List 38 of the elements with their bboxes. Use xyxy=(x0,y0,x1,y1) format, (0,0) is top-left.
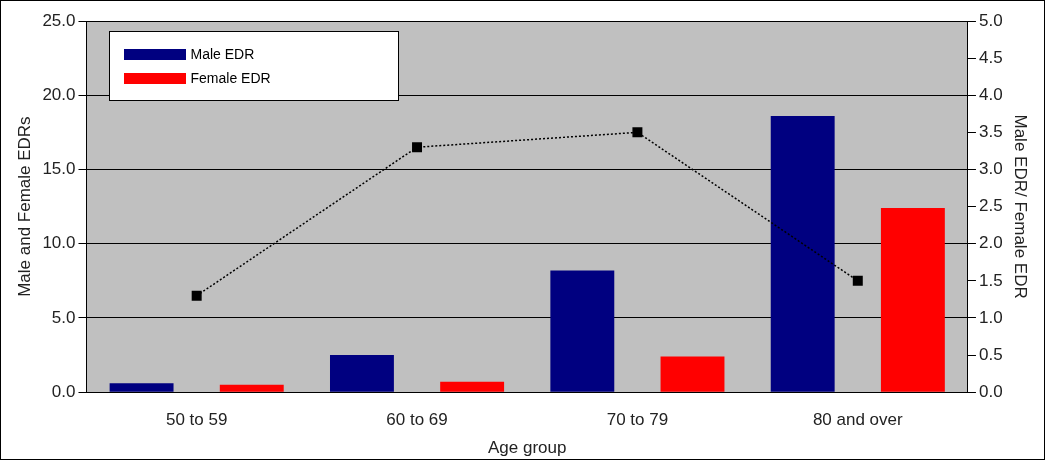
y2-tick-label: 0.5 xyxy=(978,344,1003,364)
x-tick-label: 70 to 79 xyxy=(606,410,669,430)
point xyxy=(632,127,643,138)
y2-tick-label: 2.0 xyxy=(978,233,1003,253)
x-axis-title: Age group xyxy=(488,438,567,458)
point xyxy=(852,275,863,286)
x-tick-label: 60 to 69 xyxy=(386,410,448,430)
bar xyxy=(550,270,615,392)
y2-tick-label: 1.5 xyxy=(978,270,1003,290)
bar xyxy=(440,381,505,392)
legend-label: Female EDR xyxy=(190,70,271,86)
y2-tick-label: 3.0 xyxy=(978,159,1003,179)
y2-tick-label: 1.0 xyxy=(978,307,1003,327)
y-tick-label: 15.0 xyxy=(42,159,76,179)
bar xyxy=(880,208,945,392)
y2-tick-label: 0.0 xyxy=(978,381,1003,401)
y2-tick-label: 4.0 xyxy=(978,84,1003,104)
x-tick-label: 80 and over xyxy=(812,410,904,430)
y2-tick-label: 2.5 xyxy=(978,196,1003,216)
y-tick-label: 20.0 xyxy=(42,84,76,104)
bar xyxy=(770,116,835,392)
bar xyxy=(219,384,284,392)
y-tick-label: 25.0 xyxy=(42,10,76,30)
bar xyxy=(330,355,394,392)
point xyxy=(191,290,202,301)
y-tick-label: 5.0 xyxy=(51,307,76,327)
point xyxy=(412,142,423,153)
y-axis-title: Male and Female EDRs xyxy=(14,116,34,297)
y-tick-label: 0.0 xyxy=(51,381,76,401)
bar xyxy=(660,356,725,392)
y2-tick-label: 4.5 xyxy=(978,47,1003,67)
legend-label: Male EDR xyxy=(190,46,255,62)
y2-tick-label: 5.0 xyxy=(978,10,1003,30)
y2-axis-title: Male EDR/ Female EDR xyxy=(1011,114,1031,299)
y2-tick-label: 3.5 xyxy=(978,122,1003,142)
x-tick-label: 50 to 59 xyxy=(165,410,228,430)
y-tick-label: 10.0 xyxy=(42,233,76,253)
bar xyxy=(109,383,174,392)
